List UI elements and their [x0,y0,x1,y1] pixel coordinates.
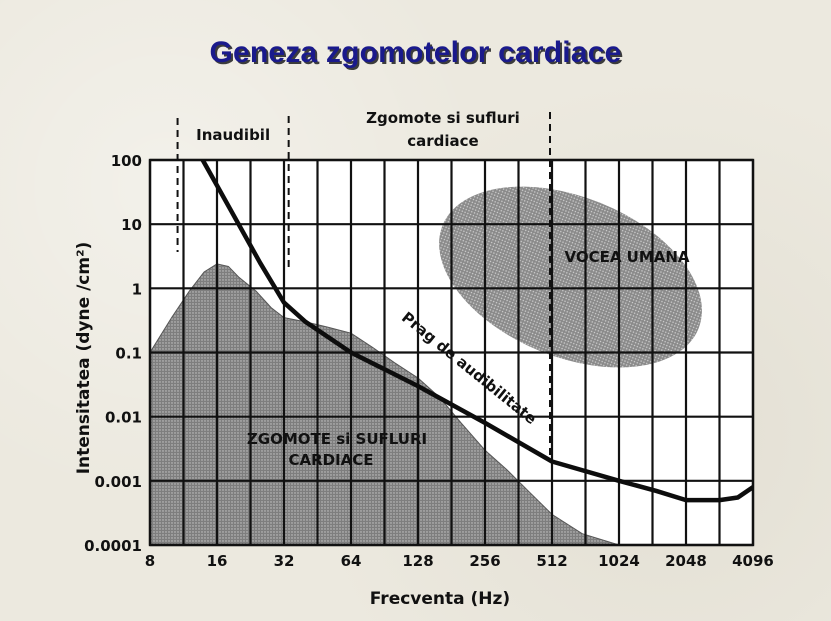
x-tick-label: 256 [469,552,500,570]
y-tick-label: 1 [132,280,142,298]
page-title: Geneza zgomotelor cardiace [209,36,622,69]
hearing-threshold-line [200,160,753,503]
voice-layer [439,186,702,368]
region-layer [176,112,551,460]
cardiac-region-label-line1: Zgomote si sufluri [366,109,520,127]
voice-region [439,186,702,368]
y-tick-label: 0.001 [95,473,142,491]
threshold-layer [200,160,753,503]
y-axis-label: Intensitatea (dyne /cm²) [74,242,94,475]
y-tick-label: 0.01 [105,409,142,427]
inaudible-label: Inaudibil [196,126,270,144]
x-tick-label: 1024 [598,552,640,570]
x-tick-label: 32 [274,552,295,570]
grid-layer [148,158,755,547]
x-tick-label: 64 [341,552,362,570]
x-tick-label: 16 [207,552,228,570]
voice-label: VOCEA UMANA [564,248,689,266]
x-tick-label: 512 [536,552,567,570]
plot-frame [148,158,755,547]
y-tick-label: 0.1 [115,345,142,363]
x-tick-label: 2048 [665,552,707,570]
cardiac-region-label-line2: cardiace [407,132,478,150]
y-tick-label: 10 [121,216,142,234]
x-axis-label: Frecventa (Hz) [370,589,510,609]
cardiac-area-label-line2: CARDIACE [288,451,373,469]
y-tick-label: 0.0001 [84,537,142,555]
cardiac-area-label-line1: ZGOMOTE si SUFLURI [247,430,427,448]
x-tick-label: 128 [402,552,433,570]
x-tick-label: 8 [145,552,155,570]
y-tick-label: 100 [111,152,142,170]
x-tick-label: 4096 [732,552,774,570]
